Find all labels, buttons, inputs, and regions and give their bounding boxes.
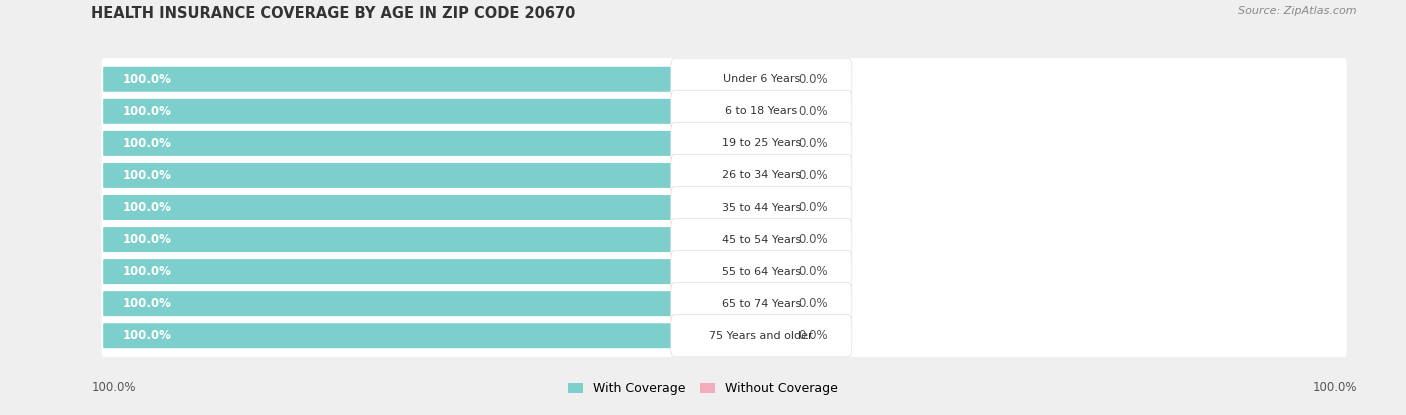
FancyBboxPatch shape <box>671 90 852 132</box>
FancyBboxPatch shape <box>693 99 780 124</box>
FancyBboxPatch shape <box>103 195 688 220</box>
Text: 55 to 64 Years: 55 to 64 Years <box>721 266 801 277</box>
Text: 0.0%: 0.0% <box>799 297 828 310</box>
FancyBboxPatch shape <box>693 259 780 284</box>
FancyBboxPatch shape <box>101 122 1347 165</box>
Text: 0.0%: 0.0% <box>799 73 828 86</box>
Text: 100.0%: 100.0% <box>1312 381 1357 394</box>
FancyBboxPatch shape <box>103 227 688 252</box>
Text: 6 to 18 Years: 6 to 18 Years <box>725 106 797 116</box>
Text: 0.0%: 0.0% <box>799 265 828 278</box>
FancyBboxPatch shape <box>693 227 780 252</box>
Text: 100.0%: 100.0% <box>122 105 172 118</box>
FancyBboxPatch shape <box>671 218 852 261</box>
FancyBboxPatch shape <box>101 154 1347 197</box>
FancyBboxPatch shape <box>103 163 688 188</box>
FancyBboxPatch shape <box>103 323 688 348</box>
FancyBboxPatch shape <box>693 67 780 92</box>
FancyBboxPatch shape <box>693 131 780 156</box>
FancyBboxPatch shape <box>671 251 852 293</box>
Text: 100.0%: 100.0% <box>122 169 172 182</box>
FancyBboxPatch shape <box>103 291 688 316</box>
FancyBboxPatch shape <box>671 154 852 197</box>
Text: 26 to 34 Years: 26 to 34 Years <box>721 171 801 181</box>
Text: 100.0%: 100.0% <box>91 381 136 394</box>
FancyBboxPatch shape <box>101 314 1347 357</box>
FancyBboxPatch shape <box>693 291 780 316</box>
FancyBboxPatch shape <box>103 99 688 124</box>
Text: 0.0%: 0.0% <box>799 201 828 214</box>
FancyBboxPatch shape <box>671 186 852 229</box>
Text: 100.0%: 100.0% <box>122 201 172 214</box>
Text: Under 6 Years: Under 6 Years <box>723 74 800 84</box>
FancyBboxPatch shape <box>671 283 852 325</box>
Text: 75 Years and older: 75 Years and older <box>710 331 813 341</box>
Text: 0.0%: 0.0% <box>799 329 828 342</box>
Text: 100.0%: 100.0% <box>122 329 172 342</box>
Text: 100.0%: 100.0% <box>122 297 172 310</box>
Text: 100.0%: 100.0% <box>122 73 172 86</box>
FancyBboxPatch shape <box>101 250 1347 293</box>
Legend: With Coverage, Without Coverage: With Coverage, Without Coverage <box>562 378 844 400</box>
Text: HEALTH INSURANCE COVERAGE BY AGE IN ZIP CODE 20670: HEALTH INSURANCE COVERAGE BY AGE IN ZIP … <box>91 6 576 21</box>
Text: 100.0%: 100.0% <box>122 233 172 246</box>
Text: 0.0%: 0.0% <box>799 233 828 246</box>
FancyBboxPatch shape <box>671 315 852 357</box>
FancyBboxPatch shape <box>103 259 688 284</box>
Text: 0.0%: 0.0% <box>799 105 828 118</box>
Text: 45 to 54 Years: 45 to 54 Years <box>721 234 801 244</box>
FancyBboxPatch shape <box>101 90 1347 133</box>
FancyBboxPatch shape <box>671 122 852 164</box>
Text: 100.0%: 100.0% <box>122 265 172 278</box>
Text: 0.0%: 0.0% <box>799 137 828 150</box>
Text: 100.0%: 100.0% <box>122 137 172 150</box>
FancyBboxPatch shape <box>671 58 852 100</box>
FancyBboxPatch shape <box>101 282 1347 325</box>
Text: 19 to 25 Years: 19 to 25 Years <box>721 138 801 149</box>
FancyBboxPatch shape <box>693 195 780 220</box>
FancyBboxPatch shape <box>103 131 688 156</box>
FancyBboxPatch shape <box>101 218 1347 261</box>
Text: Source: ZipAtlas.com: Source: ZipAtlas.com <box>1239 6 1357 16</box>
FancyBboxPatch shape <box>101 186 1347 229</box>
Text: 0.0%: 0.0% <box>799 169 828 182</box>
Text: 65 to 74 Years: 65 to 74 Years <box>721 299 801 309</box>
FancyBboxPatch shape <box>693 323 780 348</box>
FancyBboxPatch shape <box>101 58 1347 101</box>
Text: 35 to 44 Years: 35 to 44 Years <box>721 203 801 212</box>
FancyBboxPatch shape <box>693 163 780 188</box>
FancyBboxPatch shape <box>103 67 688 92</box>
